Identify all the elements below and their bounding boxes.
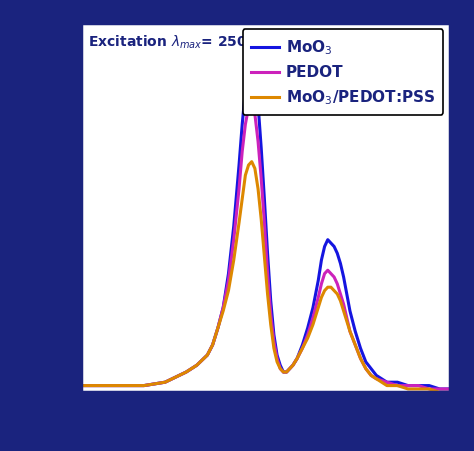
MoO$_3$ bbox=[447, 386, 453, 391]
MoO$_3$/PEDOT:PSS bbox=[328, 285, 334, 290]
MoO$_3$ bbox=[78, 383, 83, 388]
MoO$_3$ bbox=[437, 386, 443, 391]
MoO$_3$/PEDOT:PSS bbox=[437, 390, 443, 395]
MoO$_3$ bbox=[239, 122, 245, 127]
MoO$_3$/PEDOT:PSS bbox=[236, 220, 242, 226]
MoO$_3$/PEDOT:PSS bbox=[239, 196, 245, 202]
Legend: MoO$_3$, PEDOT, MoO$_3$/PEDOT:PSS: MoO$_3$, PEDOT, MoO$_3$/PEDOT:PSS bbox=[243, 29, 443, 115]
PEDOT bbox=[447, 386, 453, 391]
MoO$_3$ bbox=[341, 274, 346, 280]
MoO$_3$/PEDOT:PSS bbox=[249, 159, 255, 164]
MoO$_3$/PEDOT:PSS bbox=[368, 373, 374, 378]
MoO$_3$/PEDOT:PSS bbox=[447, 390, 453, 395]
Text: Excitation $\lambda_{max}$= 250 nm: Excitation $\lambda_{max}$= 250 nm bbox=[88, 34, 276, 51]
PEDOT bbox=[341, 301, 346, 307]
Y-axis label: PL emission intensity (a.u): PL emission intensity (a.u) bbox=[60, 93, 75, 322]
MoO$_3$ bbox=[328, 240, 334, 246]
MoO$_3$/PEDOT:PSS bbox=[341, 308, 346, 313]
PEDOT bbox=[426, 386, 432, 391]
MoO$_3$/PEDOT:PSS bbox=[78, 383, 83, 388]
X-axis label: Wavelength (nm): Wavelength (nm) bbox=[178, 425, 353, 443]
MoO$_3$/PEDOT:PSS bbox=[416, 386, 421, 391]
PEDOT bbox=[328, 271, 334, 276]
PEDOT bbox=[368, 373, 374, 378]
MoO$_3$ bbox=[249, 60, 255, 66]
Line: PEDOT: PEDOT bbox=[81, 104, 450, 389]
Line: MoO$_3$/PEDOT:PSS: MoO$_3$/PEDOT:PSS bbox=[81, 161, 450, 392]
MoO$_3$ bbox=[416, 383, 421, 388]
PEDOT bbox=[239, 149, 245, 154]
MoO$_3$ bbox=[236, 162, 242, 168]
Line: MoO$_3$: MoO$_3$ bbox=[81, 63, 450, 389]
PEDOT bbox=[78, 383, 83, 388]
PEDOT bbox=[416, 383, 421, 388]
PEDOT bbox=[236, 186, 242, 192]
MoO$_3$ bbox=[368, 366, 374, 371]
PEDOT bbox=[249, 101, 255, 107]
